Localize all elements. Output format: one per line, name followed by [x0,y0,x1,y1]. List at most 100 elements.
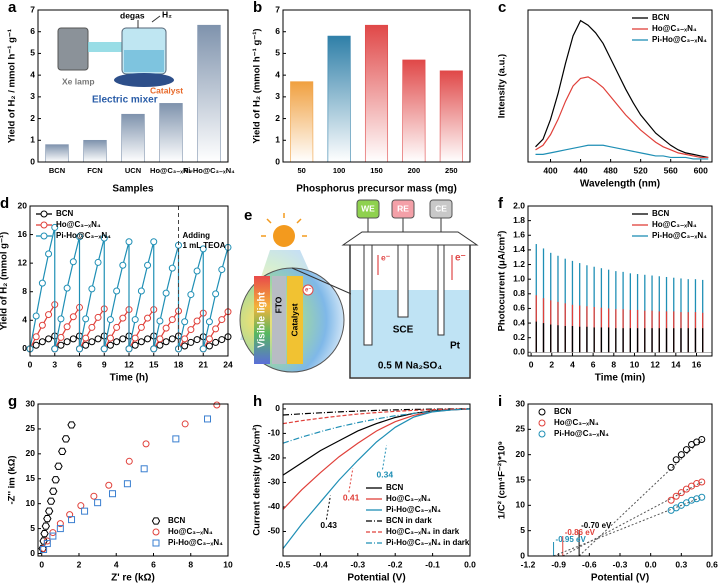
legend-label: Pi-Ho@C₃₋ₓN₄ [554,429,609,438]
marker [44,507,54,515]
marker [45,250,53,258]
marker [69,313,77,321]
annotation-arrow [348,468,354,493]
marker [113,287,121,295]
marker [140,465,148,473]
marker [58,447,67,455]
bar [439,70,463,163]
bar [45,144,69,163]
marker [144,261,152,269]
y-tick-label: -40 [268,501,281,511]
marker [81,507,89,515]
marker [204,415,212,423]
x-tick-label: 440 [573,165,587,175]
marker [205,318,213,326]
x-tick-label: 9 [102,359,107,369]
legend-label: Ho@C₃₋ₓN₄ [652,220,697,229]
y-axis-label: Photocurrent (μA/cm²) [497,231,508,332]
marker [137,323,145,331]
y-tick-label: 0.8 [513,288,525,298]
x-tick-label: 10 [223,559,233,569]
bar [83,139,107,163]
marker [88,285,96,293]
marker [63,284,71,292]
panel-label: e [244,207,252,224]
legend-label: Pi-Ho@C₃₋ₓN₄ [168,538,223,547]
panel-label: g [8,393,17,410]
marker [77,502,85,510]
x-tick-label: BCN [49,166,65,175]
marker [162,338,170,346]
legend-label: Pi-Ho@C₃₋ₓN₄ [56,231,111,240]
marker [218,266,226,274]
legend-label: BCN [554,407,572,416]
y-tick-label: 5 [275,48,280,58]
marker [672,492,680,500]
x-axis-label: Phosphorus precursor mass (mg) [296,184,457,195]
y-axis-label: Yield of H₂ (mmol g⁻¹) [0,232,10,331]
x-tick-label: 15 [149,359,159,369]
re-box [391,199,415,219]
marker [76,233,83,241]
y-tick-label: 8 [22,286,27,296]
visible-light-strip [254,276,270,364]
y-tick-label: 6 [275,26,280,36]
y-tick-label: 20 [26,448,36,458]
x-tick-label: 200 [408,166,421,175]
plot-frame [37,403,229,557]
legend-label: BCN [652,209,670,218]
marker [57,315,65,323]
marker [46,497,56,505]
marker [156,335,164,343]
marker [66,511,74,519]
y-tick-label: 3 [30,91,35,101]
x-tick-label: 100 [333,166,346,175]
marker [68,516,76,524]
y-axis-label: Intensity (a.u.) [497,54,508,118]
x-tick-label: -0.5 [276,559,291,569]
marker [119,314,127,322]
x-tick-label: 4 [114,559,119,569]
bar [197,24,221,163]
x-axis-label: Z' re (kΩ) [111,573,155,584]
y-tick-label: 25 [516,424,526,434]
marker [40,529,49,538]
x-tick-label: 16 [692,359,702,369]
marker [137,287,145,295]
marker [218,316,226,324]
marker [156,317,164,325]
bar [121,113,145,163]
plot-frame [282,9,471,163]
y-tick-label: 7 [275,4,280,14]
marker [168,316,176,324]
y-tick-label: 0 [520,550,525,560]
ce-box [429,199,453,219]
y-tick-label: 6 [30,26,35,36]
marker [144,314,152,322]
electrode-label: WE [361,203,375,213]
marker [100,345,108,353]
marker [38,279,46,287]
annotation-arrow [382,445,387,470]
series-line [535,76,709,159]
marker [187,338,195,346]
marker [63,338,71,346]
x-tick-label: 4 [570,359,575,369]
marker [193,317,201,325]
x-tick-label: 0.0 [645,559,657,569]
annotation: Adding [183,231,211,240]
y-axis-label: -Z'' im (kΩ) [7,455,18,504]
marker [125,457,133,465]
marker [693,480,701,488]
electron-label: e⁻ [455,253,466,264]
x-tick-label: 0 [529,359,534,369]
legend-label: Ho@C₃₋ₓN₄ [554,418,599,427]
intercept-label: -0.86 eV [565,528,596,537]
y-tick-label: 0 [30,548,35,558]
panel-label: d [0,195,9,212]
beaker [349,245,471,379]
legend-label: Ho@C₃₋ₓN₄ [56,220,101,229]
x-tick-label: 8 [611,359,616,369]
electron-label: e⁻ [305,288,312,294]
